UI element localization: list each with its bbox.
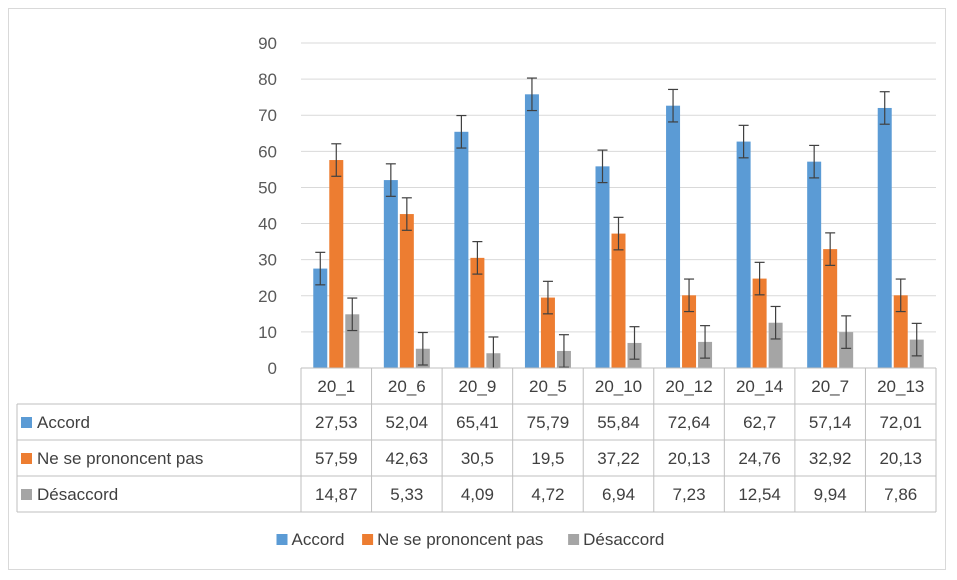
y-tick-label: 30 <box>258 251 277 270</box>
x-tick-label: 20_7 <box>811 377 849 396</box>
bar-ne-se-prononcent-pas <box>329 160 344 368</box>
legend-label: Accord <box>292 530 345 549</box>
table-cell-value: 14,87 <box>315 485 358 504</box>
bar-accord <box>313 268 328 368</box>
legend-label: Ne se prononcent pas <box>377 530 543 549</box>
y-tick-label: 0 <box>268 359 277 378</box>
table-legend-key <box>21 489 32 500</box>
table-cell-value: 72,01 <box>879 413 922 432</box>
x-tick-label: 20_12 <box>665 377 712 396</box>
table-cell-value: 52,04 <box>386 413 429 432</box>
table-cell-value: 12,54 <box>738 485 781 504</box>
y-tick-label: 50 <box>258 178 277 197</box>
table-cell-value: 57,14 <box>809 413 852 432</box>
table-cell-value: 55,84 <box>597 413 640 432</box>
y-tick-label: 70 <box>258 106 277 125</box>
table-cell-value: 6,94 <box>602 485 635 504</box>
bar-ne-se-prononcent-pas <box>893 295 908 368</box>
table-cell-value: 7,23 <box>673 485 706 504</box>
bar-désaccord <box>345 314 360 368</box>
bar-accord <box>736 141 751 368</box>
y-tick-label: 60 <box>258 142 277 161</box>
table-series-name: Ne se prononcent pas <box>37 449 203 468</box>
y-tick-label: 40 <box>258 215 277 234</box>
bar-chart: 0 10 20 30 40 50 60 70 80 90 20_1 20_6 20_9 20_5 20_10… <box>16 34 937 549</box>
bar-ne-se-prononcent-pas <box>823 249 838 368</box>
bar-ne-se-prononcent-pas <box>540 297 555 368</box>
table-legend-key <box>21 453 32 464</box>
table-cell-value: 62,7 <box>743 413 776 432</box>
bar-accord <box>383 180 398 368</box>
table-series-name: Accord <box>37 413 90 432</box>
legend-key <box>276 534 288 545</box>
x-tick-label: 20_1 <box>317 377 355 396</box>
table-cell-value: 37,22 <box>597 449 640 468</box>
table-legend-key <box>21 417 32 428</box>
table-cell-value: 7,86 <box>884 485 917 504</box>
table-cell-value: 19,5 <box>531 449 564 468</box>
y-tick-label: 90 <box>258 34 277 53</box>
bar-accord <box>877 107 892 368</box>
table-cell-value: 4,72 <box>531 485 564 504</box>
table-cell-value: 4,09 <box>461 485 494 504</box>
table-cell-value: 20,13 <box>668 449 711 468</box>
legend-key <box>362 534 374 545</box>
table-cell-value: 72,64 <box>668 413 711 432</box>
y-tick-label: 20 <box>258 287 277 306</box>
y-tick-label: 10 <box>258 323 277 342</box>
table-cell-value: 27,53 <box>315 413 358 432</box>
bar-désaccord <box>768 322 783 368</box>
x-tick-label: 20_14 <box>736 377 783 396</box>
chart-frame: 0 10 20 30 40 50 60 70 80 90 20_1 20_6 20_9 20_5 20_10… <box>8 8 946 570</box>
x-tick-label: 20_9 <box>458 377 496 396</box>
table-cell-value: 75,79 <box>527 413 570 432</box>
bar-ne-se-prononcent-pas <box>682 295 697 368</box>
table-cell-value: 32,92 <box>809 449 852 468</box>
table-cell-value: 20,13 <box>879 449 922 468</box>
bar-désaccord <box>839 332 854 368</box>
table-cell-value: 30,5 <box>461 449 494 468</box>
x-tick-label: 20_13 <box>877 377 924 396</box>
bar-ne-se-prononcent-pas <box>611 233 626 368</box>
bar-ne-se-prononcent-pas <box>752 278 767 368</box>
bar-accord <box>595 166 610 368</box>
table-cell-value: 65,41 <box>456 413 499 432</box>
y-tick-label: 80 <box>258 70 277 89</box>
table-cell-value: 24,76 <box>738 449 781 468</box>
legend-label: Désaccord <box>583 530 664 549</box>
bar-accord <box>454 131 469 368</box>
table-series-name: Désaccord <box>37 485 118 504</box>
bar-accord <box>524 94 539 368</box>
bar-ne-se-prononcent-pas <box>399 214 414 368</box>
table-cell-value: 57,59 <box>315 449 358 468</box>
x-tick-label: 20_6 <box>388 377 426 396</box>
bar-accord <box>807 161 822 368</box>
x-tick-label: 20_10 <box>595 377 642 396</box>
bar-accord <box>666 105 681 368</box>
table-cell-value: 42,63 <box>386 449 429 468</box>
legend-key <box>568 534 580 545</box>
table-cell-value: 9,94 <box>814 485 847 504</box>
bar-ne-se-prononcent-pas <box>470 257 485 368</box>
table-cell-value: 5,33 <box>390 485 423 504</box>
x-tick-label: 20_5 <box>529 377 567 396</box>
